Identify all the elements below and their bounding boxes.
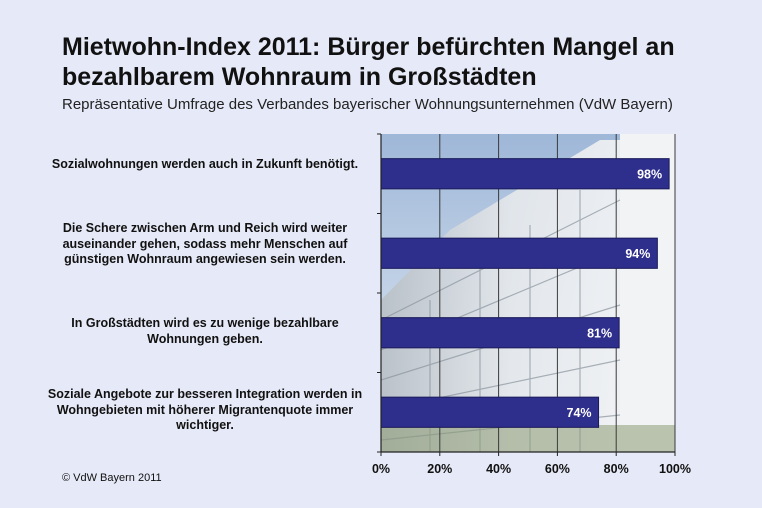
- category-label-3: In Großstädten wird es zu wenige bezahlb…: [71, 316, 339, 346]
- bar-value-label-2: 94%: [625, 247, 650, 261]
- bars: [380, 158, 670, 428]
- category-label-1: Sozialwohnungen werden auch in Zukunft b…: [51, 157, 359, 171]
- chart-title: Mietwohn-Index 2011: Bürger befürchten M…: [62, 33, 675, 91]
- bar-value-label-4: 74%: [567, 406, 592, 420]
- x-axis: 0% 20% 40% 60% 80% 100%: [372, 133, 691, 476]
- x-tick-label-20: 20%: [427, 462, 452, 476]
- x-tick-label-100: 100%: [659, 462, 691, 476]
- x-tick-label-40: 40%: [486, 462, 511, 476]
- bar-3: [380, 317, 620, 349]
- x-tick-label-80: 80%: [604, 462, 629, 476]
- category-label-4: Soziale Angebote zur besseren Integratio…: [47, 387, 363, 432]
- category-label-2: Die Schere zwischen Arm und Reich wird w…: [62, 221, 348, 266]
- bar-4: [380, 396, 600, 428]
- x-tick-label-0: 0%: [372, 462, 390, 476]
- data-labels: 98% 94% 81% 74%: [567, 167, 663, 420]
- chart-subtitle: Repräsentative Umfrage des Verbandes bay…: [62, 96, 673, 113]
- copyright-note: © VdW Bayern 2011: [62, 472, 162, 484]
- x-tick-label-60: 60%: [545, 462, 570, 476]
- bar-value-label-1: 98%: [637, 167, 662, 181]
- bar-2: [380, 237, 658, 269]
- bar-1: [380, 158, 670, 190]
- bar-value-label-3: 81%: [587, 326, 612, 340]
